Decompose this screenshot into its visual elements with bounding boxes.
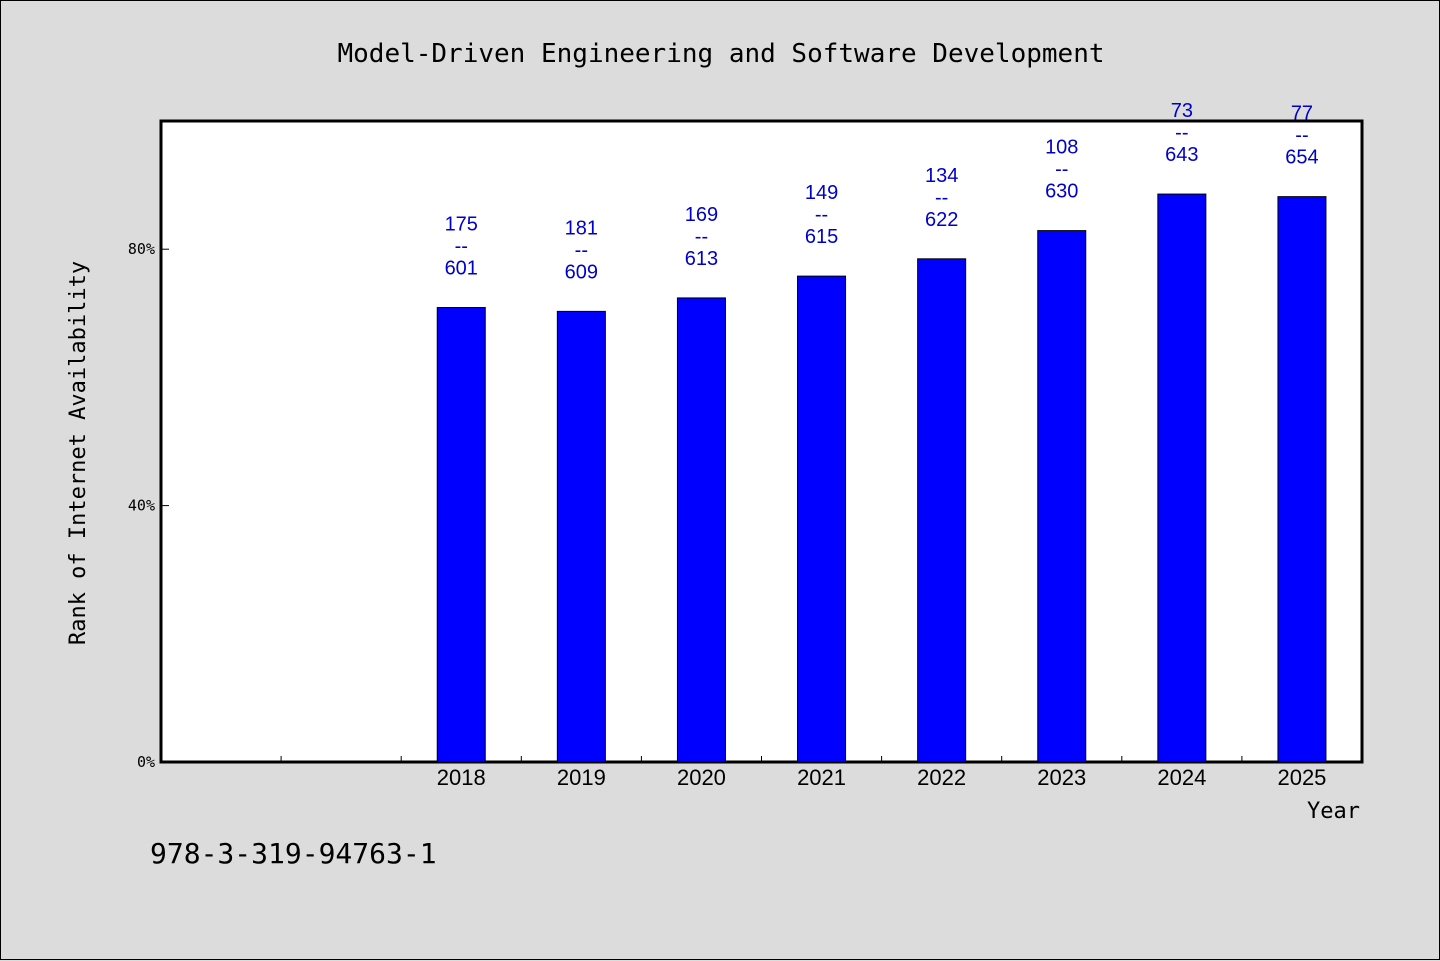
bar-data-label: -- [455, 236, 468, 258]
x-tick-label: 2020 [677, 765, 726, 790]
bar [797, 275, 847, 763]
x-tick-label: 2022 [917, 765, 966, 790]
bar-data-label: -- [1295, 125, 1308, 147]
bar-data-label: 175 [445, 214, 478, 236]
bar-data-label: 613 [685, 248, 718, 270]
x-tick-label: 2019 [557, 765, 606, 790]
bar-data-label: 149 [805, 182, 838, 204]
x-axis: 2018 2019 2020 2021 2022 2023 2024 2025 [280, 756, 1326, 790]
data-labels: 175--601181--609169--613149--615134--622… [445, 100, 1319, 283]
bar-data-label: -- [695, 226, 708, 248]
y-axis-label: Rank of Internet Availability [66, 261, 91, 645]
bar-data-label: -- [815, 204, 828, 226]
bar-data-label: 601 [445, 258, 478, 280]
isbn-text: 978-3-319-94763-1 [150, 837, 437, 870]
bar-series [436, 193, 1327, 763]
bar-data-label: -- [935, 187, 948, 209]
bar-data-label: 134 [925, 165, 958, 187]
bar [436, 307, 486, 763]
bar [1037, 230, 1087, 763]
y-tick-label: 40% [128, 497, 155, 515]
x-tick-label: 2024 [1157, 765, 1206, 790]
x-tick-label: 2021 [797, 765, 846, 790]
x-tick-label: 2025 [1277, 765, 1326, 790]
x-tick-label: 2018 [437, 765, 486, 790]
bar-data-label: 609 [565, 261, 598, 283]
bar-data-label: 615 [805, 226, 838, 248]
bar-data-label: 181 [565, 217, 598, 239]
x-tick-label: 2023 [1037, 765, 1086, 790]
bar-data-label: 622 [925, 209, 958, 231]
bar-data-label: -- [1175, 122, 1188, 144]
bar-data-label: 654 [1285, 147, 1318, 169]
y-tick-label: 0% [137, 753, 155, 771]
bar [676, 297, 726, 763]
y-axis: 0% 40% 80% [128, 240, 169, 771]
bar-data-label: 108 [1045, 137, 1078, 159]
x-axis-label: Year [1307, 799, 1360, 824]
bar-data-label: -- [575, 239, 588, 261]
bar [556, 310, 606, 763]
bar [1277, 196, 1327, 763]
bar-data-label: 77 [1291, 103, 1313, 125]
bar-data-label: 169 [685, 204, 718, 226]
chart-title: Model-Driven Engineering and Software De… [337, 39, 1104, 69]
bar [917, 258, 967, 763]
bar-data-label: 643 [1165, 144, 1198, 166]
bar-data-label: -- [1055, 159, 1068, 181]
bar-data-label: 73 [1171, 100, 1193, 122]
bar [1157, 193, 1207, 763]
bar-data-label: 630 [1045, 181, 1078, 203]
y-tick-label: 80% [128, 240, 155, 258]
